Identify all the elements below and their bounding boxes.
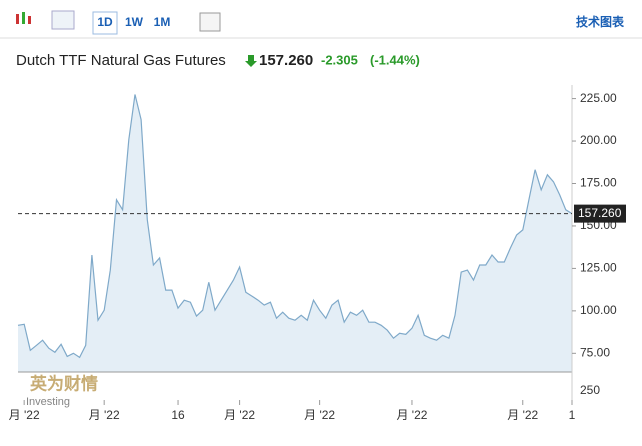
change: -2.305 xyxy=(321,52,358,67)
price: 157.260 xyxy=(259,52,313,69)
button[interactable]: 1D xyxy=(97,15,113,29)
x-tick-label: 16 xyxy=(171,408,185,422)
x-tick-label: 月 '22 xyxy=(9,408,40,422)
x-tick-label: 1 xyxy=(569,408,576,422)
y-tick-label: 100.00 xyxy=(580,303,617,317)
button[interactable]: 1M xyxy=(154,15,171,29)
y-tick-label: 125.00 xyxy=(580,261,617,275)
x-tick-label: 月 '22 xyxy=(304,408,335,422)
icon-part xyxy=(16,14,19,24)
y-tick-label: 200.00 xyxy=(580,133,617,147)
icon-part xyxy=(28,16,31,24)
icon-part xyxy=(22,12,25,24)
x-tick-label: 月 '22 xyxy=(396,408,427,422)
x-tick-label: 月 '22 xyxy=(89,408,120,422)
area-icon[interactable] xyxy=(51,10,75,30)
last-price-label: 157.260 xyxy=(578,206,622,220)
title: Dutch TTF Natural Gas Futures xyxy=(16,52,226,69)
x-tick-label: 月 '22 xyxy=(507,408,538,422)
last-price-box xyxy=(574,204,626,223)
candle-icon[interactable] xyxy=(16,12,31,24)
watermark: 英为财情 xyxy=(30,373,98,393)
button[interactable]: 1W xyxy=(125,15,144,29)
watermark: Investing xyxy=(26,396,70,408)
x-tick-label: 月 '22 xyxy=(224,408,255,422)
area-fill xyxy=(18,94,572,372)
button-frame xyxy=(92,11,118,35)
y-tick-label: 175.00 xyxy=(580,176,617,190)
down-arrow xyxy=(245,55,257,67)
change-pct: (-1.44%) xyxy=(370,52,420,67)
y-tick-label: 75.00 xyxy=(580,345,610,359)
plot xyxy=(17,94,573,372)
volume-tick-label: 250 xyxy=(580,383,600,397)
table-icon[interactable] xyxy=(199,12,221,32)
line xyxy=(17,94,573,359)
tech-chart-link[interactable]: 技术图表 xyxy=(576,14,625,29)
y-tick-label: 225.00 xyxy=(580,91,617,105)
